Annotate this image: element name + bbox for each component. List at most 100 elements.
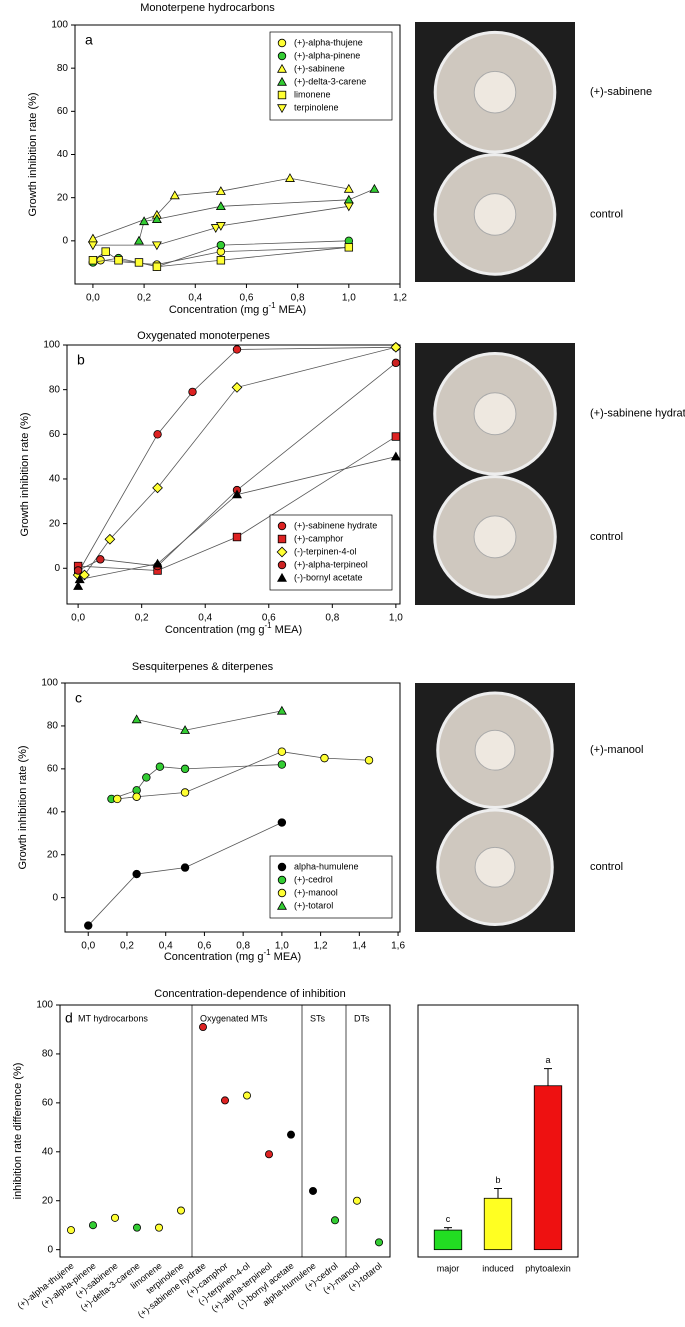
series-line [117,751,370,800]
legend-label: (+)-alpha-pinene [294,50,360,60]
marker [343,183,354,193]
marker [344,243,354,252]
fungal-colony [474,846,516,888]
y-tick-label: 80 [57,63,69,74]
plot-frame [64,682,401,933]
y-tick-label: 20 [42,1195,54,1206]
x-tick-label: 1,6 [391,941,405,952]
x-label-part: -1 [268,301,276,310]
x-label-part: MEA) [272,624,303,636]
x-tick-label: 0,4 [188,293,202,304]
marker [153,430,162,439]
dot [374,1238,383,1247]
series-line [87,822,283,926]
dot [67,1226,76,1235]
marker [73,581,84,590]
x-label-part: -1 [264,621,272,630]
legend-label: (+)-totarol [294,900,333,910]
marker [73,566,83,575]
marker [152,482,163,494]
marker [216,256,226,265]
fungal-colony [473,392,517,436]
photo-label: control [590,861,623,873]
chart-title: Monoterpene hydrocarbons [140,2,275,14]
x-tick-label: 0,6 [197,941,211,952]
y-tick-label: 40 [47,806,59,817]
marker [284,173,295,182]
marker [88,256,98,265]
marker [277,875,287,885]
marker [277,760,287,769]
series-line [111,764,282,800]
series-line [78,436,397,571]
x-tick-label: phytoalexin [525,1263,571,1273]
marker [131,714,142,724]
marker [277,104,287,114]
marker [132,792,141,801]
y-tick-label: 100 [43,340,60,351]
legend-label: (+)-alpha-terpineol [294,559,368,569]
marker [84,921,93,930]
marker [276,705,287,715]
x-tick-label: 0,8 [236,941,250,952]
y-tick-label: 0 [47,1244,53,1255]
marker [180,788,190,797]
group-label: DTs [354,1013,370,1023]
marker [390,341,402,353]
marker [114,256,123,265]
marker [277,818,287,827]
legend-label: (-)-bornyl acetate [294,572,363,582]
marker [343,202,354,212]
x-label-part: Concentration (mg g [165,624,265,636]
marker [132,869,141,879]
bar [533,1085,563,1251]
y-tick-label: 60 [49,429,61,440]
significance-letter: c [446,1214,451,1224]
x-tick-label: 1,0 [342,293,356,304]
panel-letter: d [65,1010,73,1026]
x-tick-label: 1,2 [393,293,407,304]
marker [232,345,242,354]
y-tick-label: 40 [57,149,69,160]
marker [169,190,180,200]
legend-label: (+)-cedrol [294,874,333,884]
y-tick-label: 40 [49,474,61,485]
y-tick-label: 0 [62,235,68,246]
chart-title: Concentration-dependence of inhibition [154,988,345,1000]
marker [139,216,150,226]
x-label-part: MEA) [276,304,307,316]
legend-box [269,855,393,919]
marker [276,546,288,558]
y-tick-label: 60 [42,1098,54,1109]
x-tick-label: 1,0 [389,613,403,624]
marker [277,560,287,570]
fungal-colony [474,729,516,771]
marker [277,572,287,582]
marker [151,241,162,251]
x-tick-label: 0,4 [198,613,212,624]
marker [96,256,105,265]
dot [264,1150,273,1159]
photo-label: (+)-sabinene hydrate [590,408,685,420]
marker [232,532,242,542]
marker [79,569,90,581]
legend-label: limonene [294,89,331,99]
dot [220,1096,229,1105]
x-tick-label: 0,0 [71,613,85,624]
x-tick-label: major [437,1263,460,1273]
x-tick-label: 0,8 [325,613,339,624]
marker [364,756,374,765]
x-tick-label: 0,4 [159,941,173,952]
group-label: Oxygenated MTs [200,1013,268,1023]
plot-frame [59,1004,391,1258]
marker [180,764,190,774]
dot [308,1186,317,1195]
marker [96,555,105,564]
marker [277,90,287,100]
x-tick-label: 0,0 [86,293,100,304]
marker [391,432,401,441]
bar [483,1197,513,1251]
photo-label: (+)-manool [590,744,644,756]
legend-label: (+)-delta-3-carene [294,76,366,86]
dot [176,1206,185,1215]
